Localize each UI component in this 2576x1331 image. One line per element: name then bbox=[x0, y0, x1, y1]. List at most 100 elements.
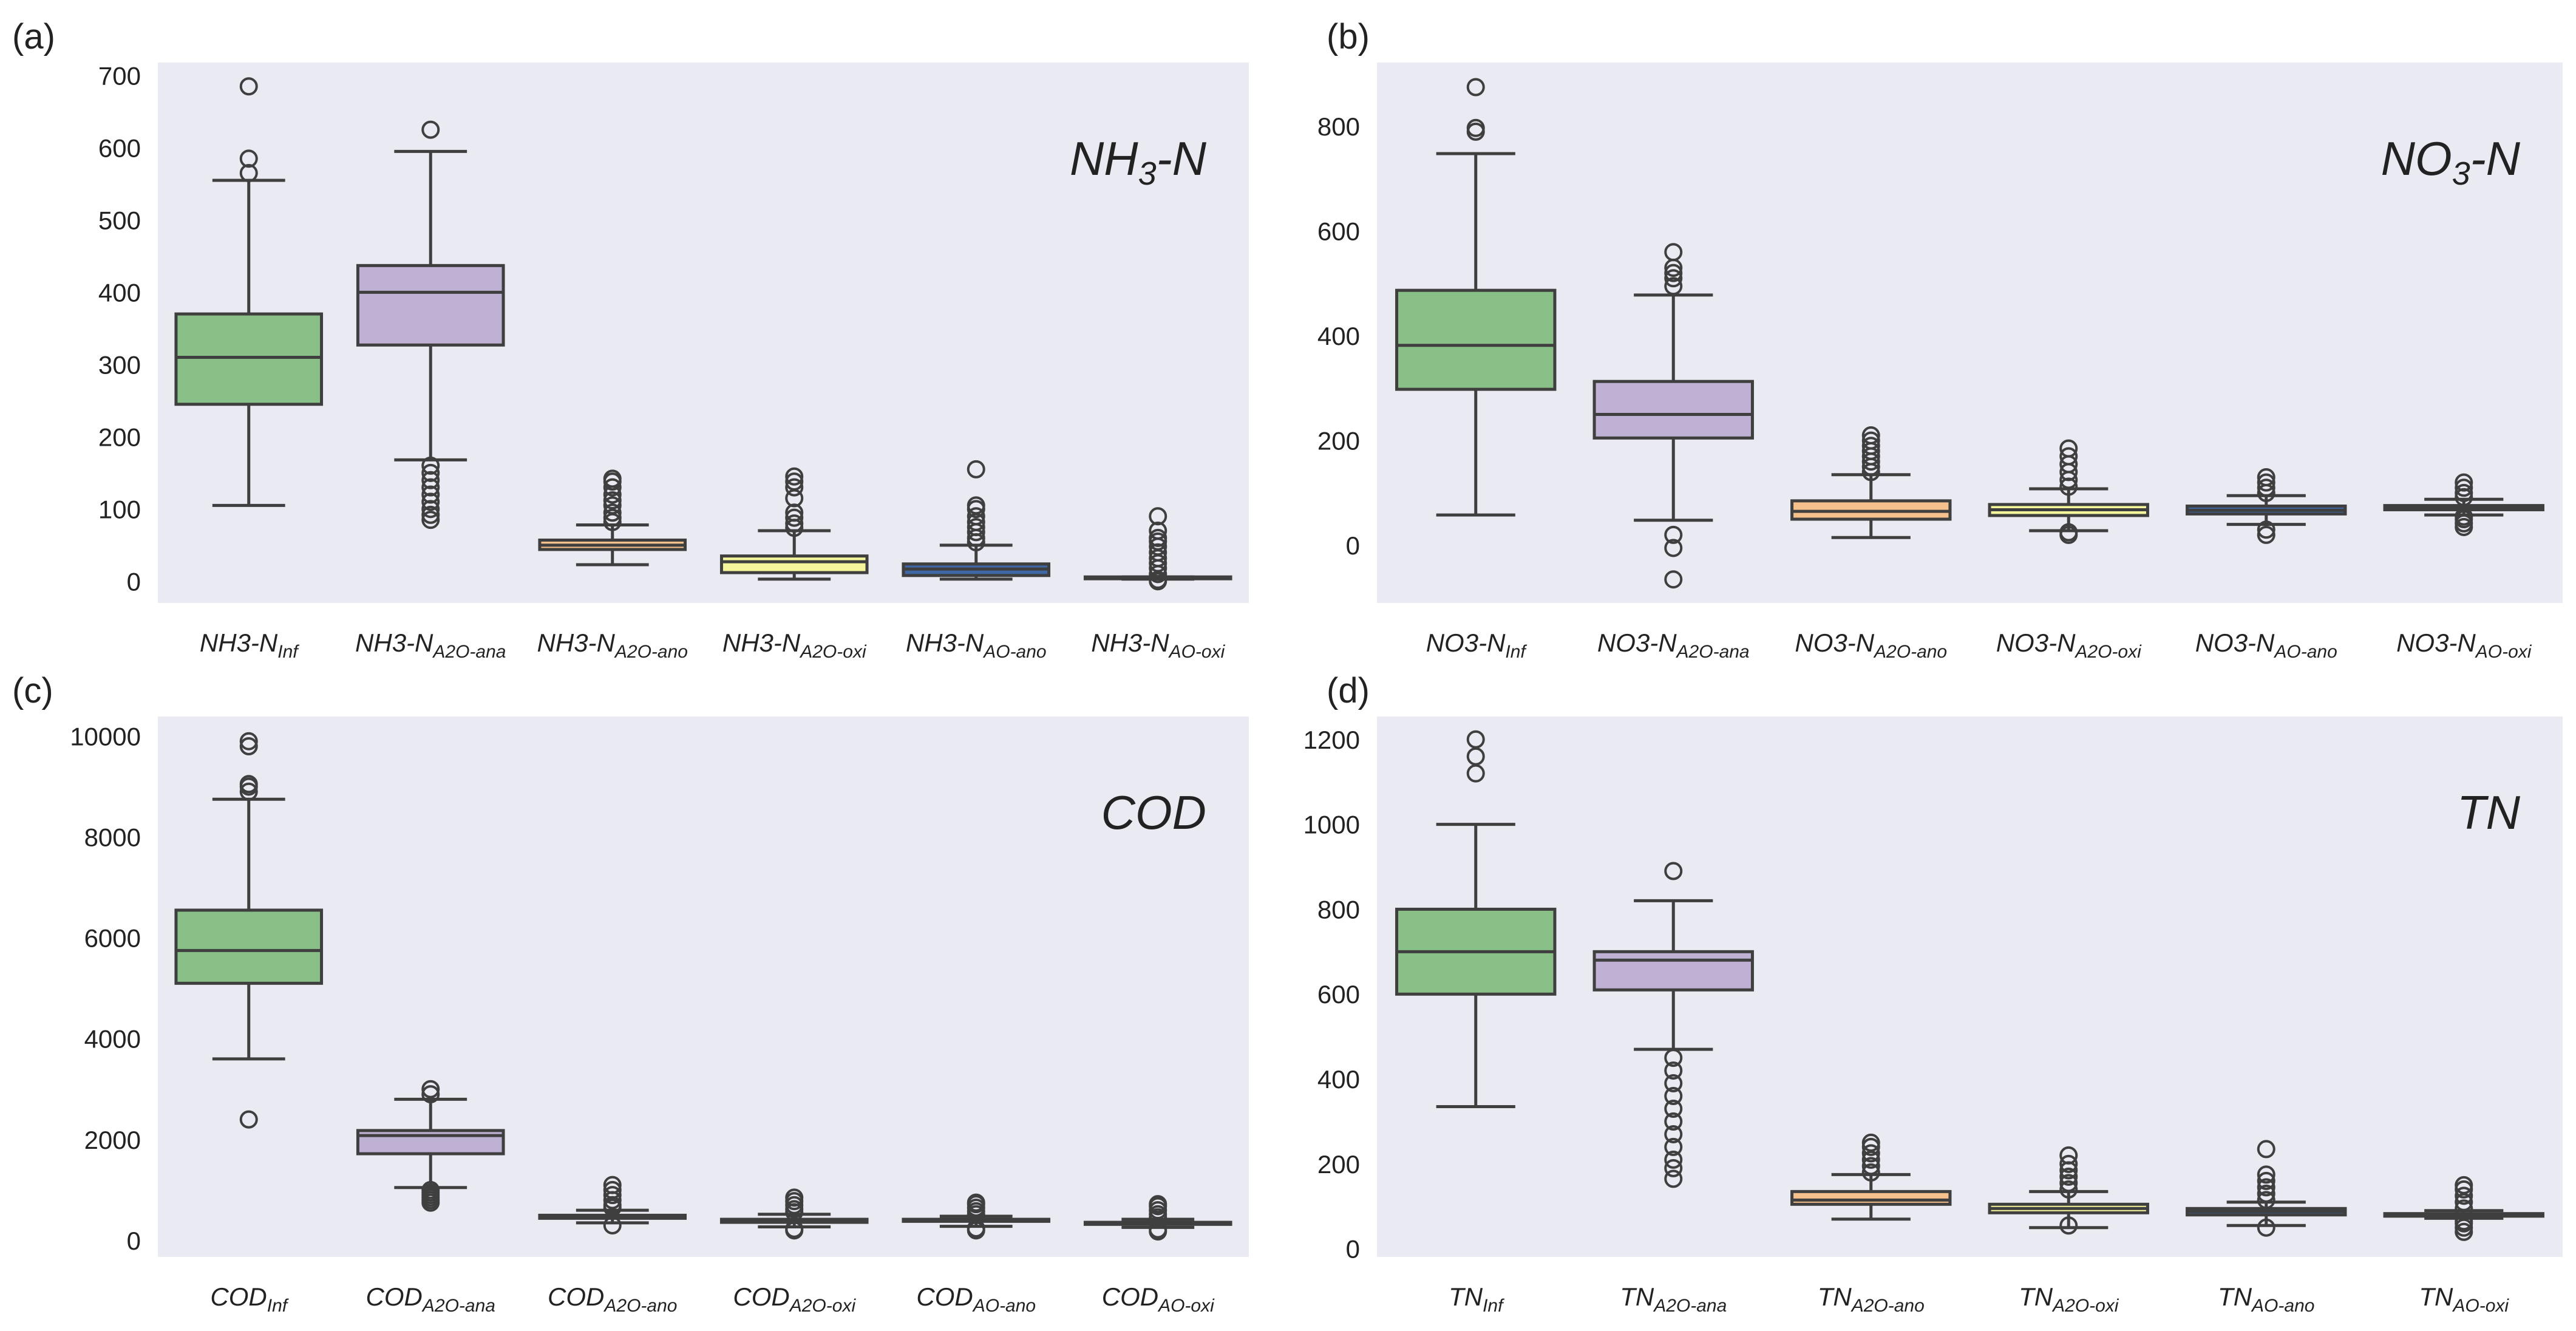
x-tick-label: TNA2O-ano bbox=[1818, 1282, 1925, 1316]
x-tick-label-base: NH3-N bbox=[355, 628, 433, 657]
outlier-point bbox=[239, 732, 258, 751]
x-tick-label: CODAO-ano bbox=[916, 1282, 1036, 1316]
x-tick-label: NH3-NInf bbox=[200, 628, 299, 662]
x-tick-label: TNInf bbox=[1449, 1282, 1504, 1316]
outlier-point bbox=[1664, 570, 1683, 589]
x-tick-label-sub: Inf bbox=[1483, 1296, 1504, 1316]
x-tick-label-sub: AO-oxi bbox=[1168, 642, 1226, 662]
outlier-point bbox=[421, 492, 440, 511]
box-3 bbox=[1988, 1146, 2149, 1235]
outlier-point bbox=[603, 491, 622, 510]
outlier-point bbox=[785, 503, 804, 522]
x-tick-label-base: TN bbox=[1449, 1282, 1483, 1311]
box-iqr bbox=[1592, 380, 1754, 440]
panel-title: TN bbox=[2457, 786, 2521, 839]
y-tick-label: 4000 bbox=[84, 1025, 141, 1054]
y-tick-label: 1200 bbox=[1303, 726, 1360, 754]
outlier-point bbox=[1664, 1112, 1683, 1131]
outlier-point bbox=[785, 514, 804, 533]
outlier-point bbox=[1664, 264, 1683, 282]
outlier-point bbox=[603, 503, 622, 522]
x-tick-label-base: TN bbox=[2419, 1282, 2453, 1311]
y-tick-label: 400 bbox=[98, 278, 141, 307]
x-tick-label: NO3-NA2O-ana bbox=[1597, 628, 1750, 662]
outlier-point bbox=[2257, 520, 2275, 539]
outlier-point bbox=[2257, 1165, 2275, 1184]
outlier-point bbox=[1664, 1159, 1683, 1177]
outlier-point bbox=[1149, 528, 1167, 547]
outlier-point bbox=[1664, 1137, 1683, 1156]
x-tick-label-base: NH3-N bbox=[906, 628, 984, 657]
x-tick-label: NO3-NInf bbox=[1426, 628, 1528, 662]
x-tick-label: NO3-NAO-ano bbox=[2195, 628, 2337, 662]
outlier-point bbox=[239, 775, 258, 794]
outlier-point bbox=[603, 496, 622, 515]
box-iqr bbox=[174, 908, 324, 985]
outlier-point bbox=[1664, 1087, 1683, 1106]
x-tick-label-sub: A2O-ana bbox=[1676, 642, 1750, 662]
y-tick-label: 600 bbox=[1317, 217, 1360, 246]
x-tick-label-sub: AO-ano bbox=[982, 642, 1046, 662]
x-tick-label-base: TN bbox=[1620, 1282, 1654, 1311]
x-tick-label-base: NH3-N bbox=[200, 628, 278, 657]
outlier-point bbox=[1664, 243, 1683, 262]
outlier-point bbox=[1664, 1049, 1683, 1067]
outlier-point bbox=[2257, 525, 2275, 544]
x-tick-label-base: NH3-N bbox=[722, 628, 801, 657]
panel-title: NH3-N bbox=[1070, 132, 1207, 192]
x-tick-label-base: NO3-N bbox=[1795, 628, 1874, 657]
y-tick-label: 0 bbox=[1346, 1235, 1360, 1264]
panel-title-sub: 3 bbox=[2452, 155, 2470, 192]
outlier-point bbox=[1861, 431, 1880, 450]
outlier-point bbox=[1861, 426, 1880, 445]
outlier-point bbox=[2257, 478, 2275, 497]
outlier-point bbox=[2455, 1199, 2473, 1218]
outlier-point bbox=[1861, 1157, 1880, 1176]
outlier-point bbox=[2059, 447, 2078, 466]
x-tick-label-base: COD bbox=[366, 1282, 423, 1311]
box-0 bbox=[174, 732, 324, 1129]
outlier-point bbox=[603, 1180, 622, 1199]
x-tick-label-base: COD bbox=[1102, 1282, 1158, 1311]
plot-area bbox=[158, 717, 1249, 1257]
outlier-point bbox=[1664, 1061, 1683, 1080]
x-tick-label: CODA2O-ano bbox=[548, 1282, 677, 1316]
y-tick-label: 200 bbox=[98, 423, 141, 451]
outlier-point bbox=[1861, 1144, 1880, 1163]
box-4 bbox=[2186, 468, 2347, 544]
x-tick-label-sub: A2O-oxi bbox=[2074, 642, 2142, 662]
box-1 bbox=[1592, 243, 1754, 589]
x-tick-label-base: NO3-N bbox=[2195, 628, 2275, 657]
box-5 bbox=[1083, 1195, 1232, 1241]
x-tick-label-base: COD bbox=[916, 1282, 973, 1311]
box-1 bbox=[1592, 862, 1754, 1188]
outlier-point bbox=[1466, 730, 1485, 749]
box-5 bbox=[2383, 473, 2544, 536]
outlier-point bbox=[2257, 473, 2275, 492]
outlier-point bbox=[239, 782, 258, 801]
outlier-point bbox=[2257, 1184, 2275, 1203]
x-tick-label: TNAO-ano bbox=[2218, 1282, 2314, 1316]
outlier-point bbox=[239, 77, 258, 96]
x-tick-label-base: COD bbox=[210, 1282, 267, 1311]
box-3 bbox=[719, 467, 869, 581]
outlier-point bbox=[1149, 522, 1167, 540]
box-iqr bbox=[719, 554, 869, 574]
outlier-point bbox=[603, 469, 622, 488]
y-tick-label: 1000 bbox=[1303, 811, 1360, 839]
outlier-point bbox=[1861, 437, 1880, 455]
outlier-point bbox=[1664, 525, 1683, 544]
outlier-point bbox=[1466, 78, 1485, 97]
outlier-point bbox=[603, 508, 622, 527]
outlier-point bbox=[967, 1219, 985, 1237]
box-iqr bbox=[1395, 288, 1557, 391]
panel-title-sub: 3 bbox=[1138, 155, 1157, 192]
x-tick-label-sub: Inf bbox=[1505, 642, 1527, 662]
box-iqr bbox=[356, 264, 505, 347]
panel-title-rest: -N bbox=[1157, 132, 1207, 185]
outlier-point bbox=[2455, 1186, 2473, 1205]
outlier-point bbox=[2257, 1171, 2275, 1190]
